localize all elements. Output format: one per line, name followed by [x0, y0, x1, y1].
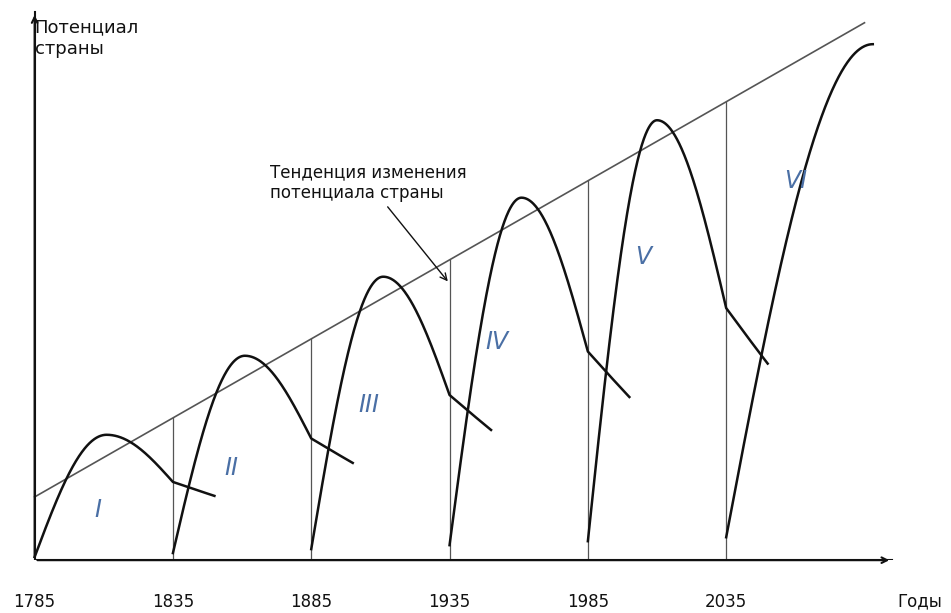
Text: IV: IV	[485, 330, 508, 354]
Text: 1785: 1785	[13, 593, 56, 611]
Text: II: II	[224, 456, 238, 480]
Text: VI: VI	[784, 169, 806, 193]
Text: III: III	[359, 393, 379, 417]
Text: 1935: 1935	[428, 593, 471, 611]
Text: V: V	[635, 245, 651, 269]
Text: I: I	[95, 498, 102, 522]
Text: Тенденция изменения
потенциала страны: Тенденция изменения потенциала страны	[270, 163, 466, 280]
Text: 1985: 1985	[567, 593, 609, 611]
Text: Годы: Годы	[898, 593, 942, 611]
Text: 1835: 1835	[152, 593, 194, 611]
Text: 2035: 2035	[705, 593, 747, 611]
Text: Потенциал
страны: Потенциал страны	[34, 18, 139, 58]
Text: 1885: 1885	[290, 593, 332, 611]
